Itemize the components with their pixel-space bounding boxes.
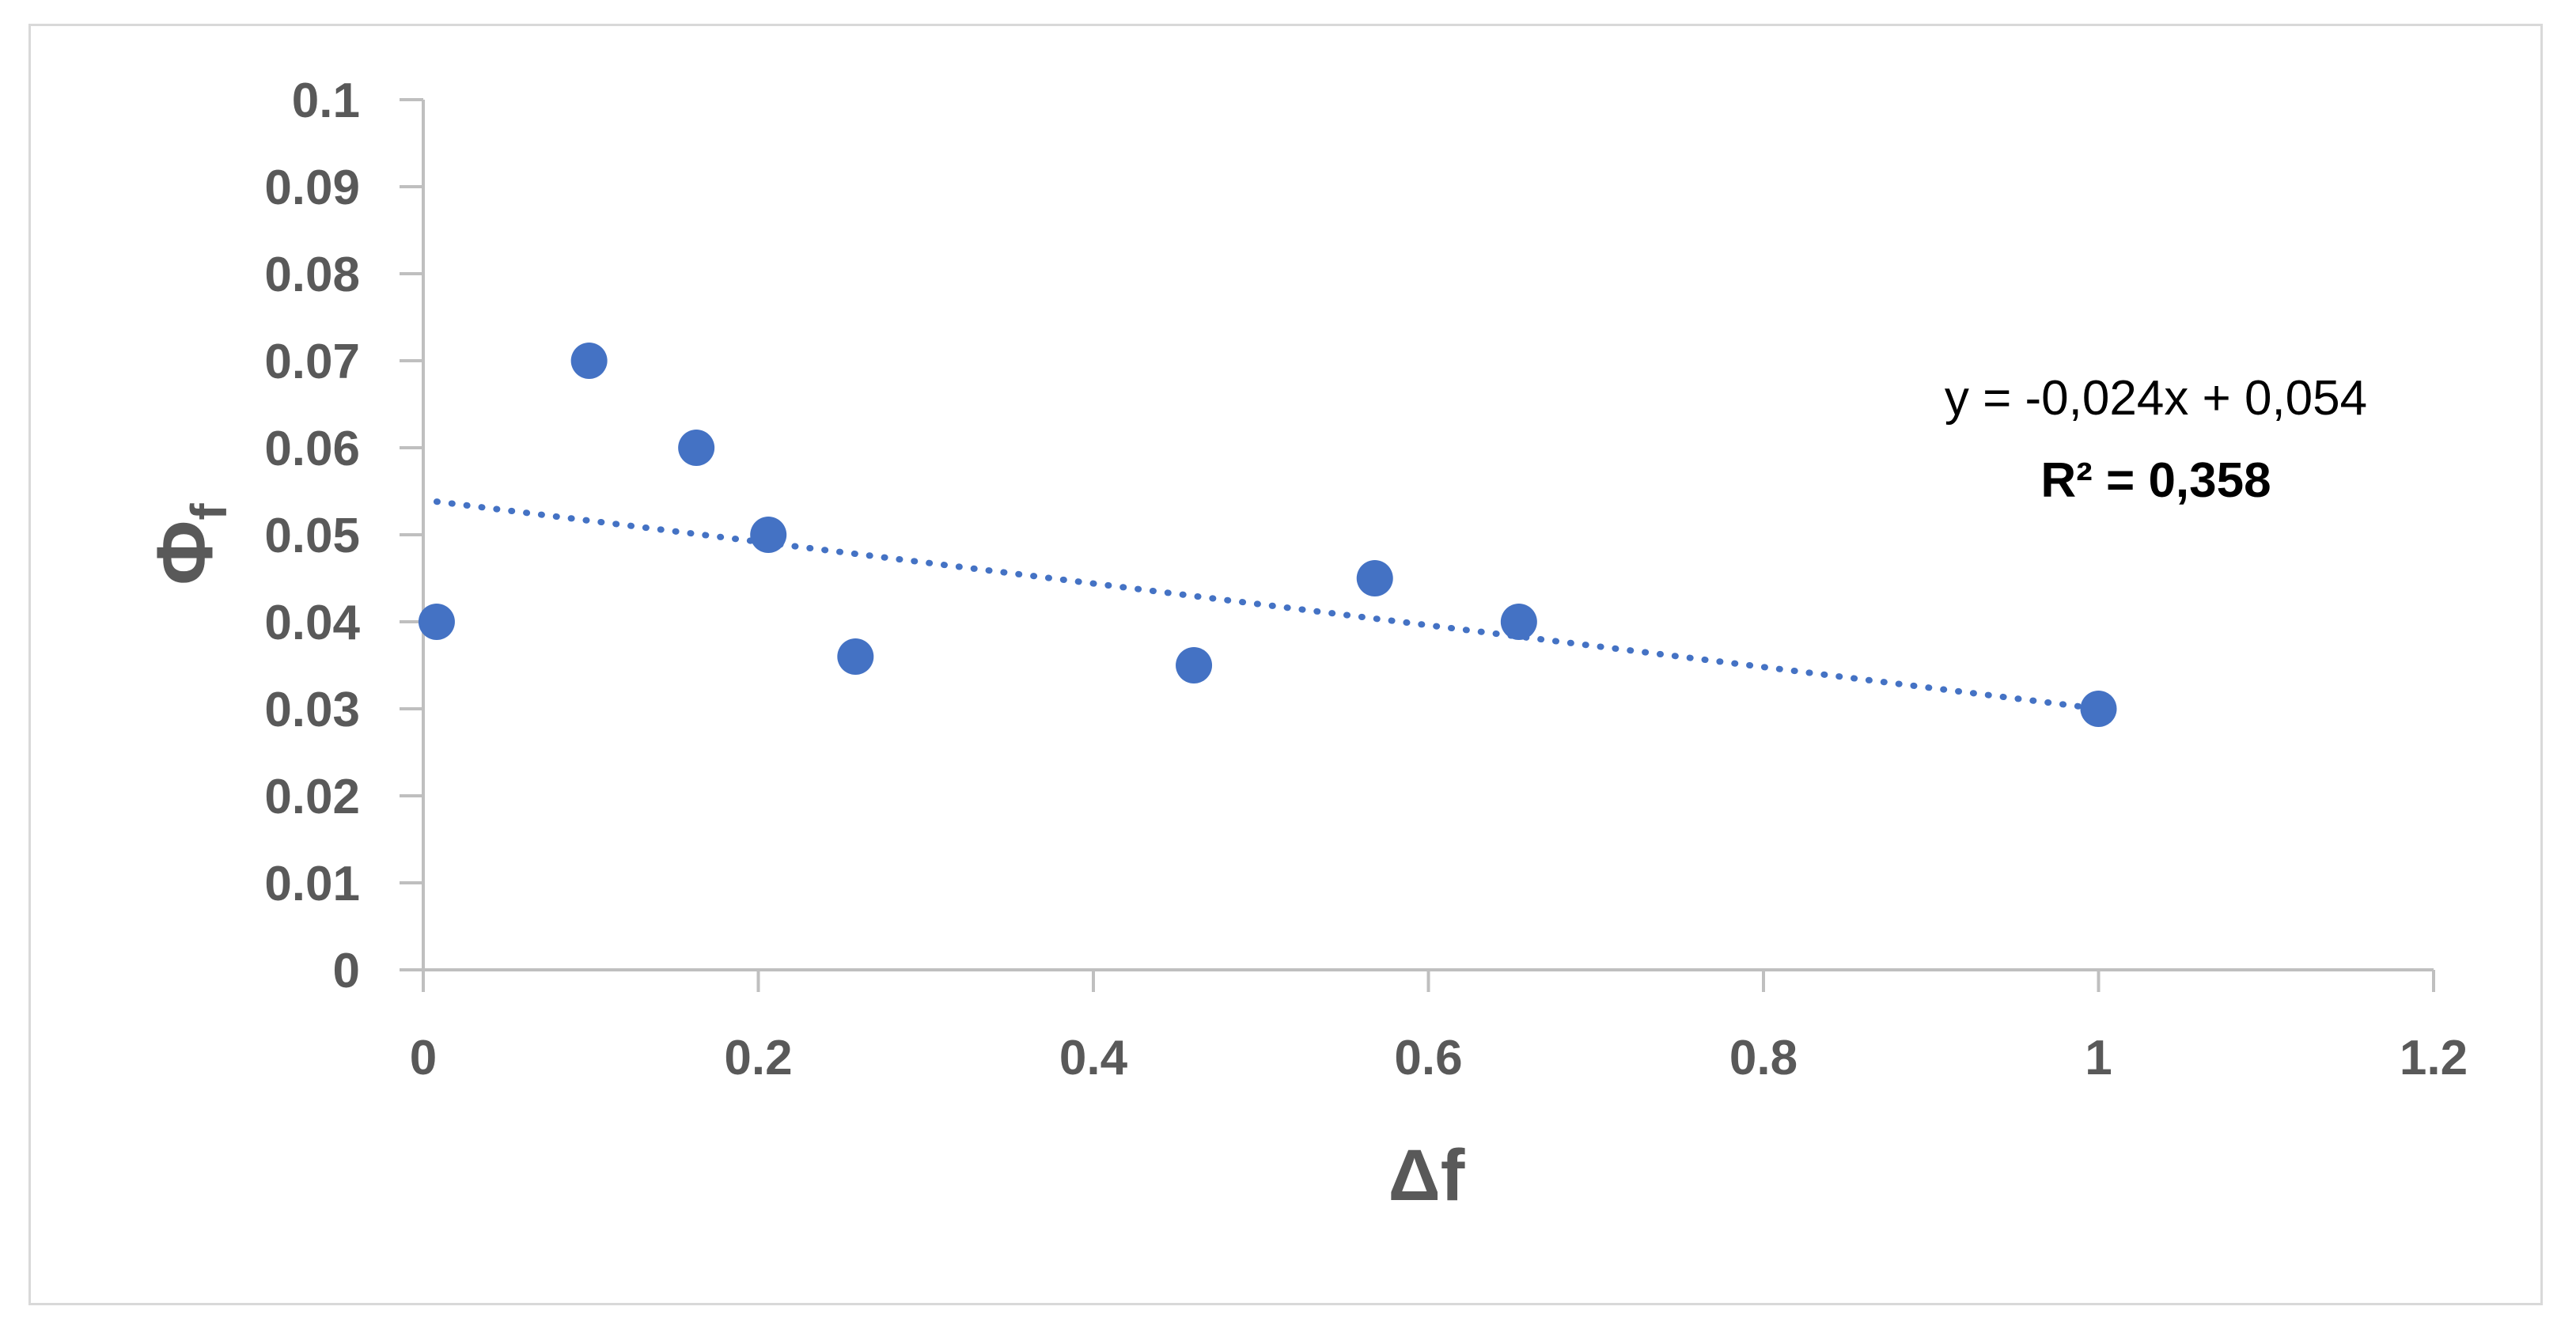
chart-frame [28, 24, 2543, 1305]
y-tick-label: 0.04 [264, 596, 360, 650]
y-tick-label: 0.1 [292, 74, 360, 128]
x-axis-title: Δf [1388, 1135, 1465, 1216]
axes [400, 98, 2435, 992]
trendline-equation: y = -0,024x + 0,054 [1945, 371, 2367, 426]
y-tick-label: 0.06 [264, 422, 360, 476]
x-tick-label: 0.2 [724, 1031, 792, 1085]
y-tick-label: 0.09 [264, 161, 360, 215]
x-tick-label: 0.8 [1729, 1031, 1798, 1085]
y-tick-label: 0.02 [264, 770, 360, 824]
data-point [570, 343, 608, 379]
y-axis-title: Φf [141, 503, 237, 585]
data-point [1356, 560, 1393, 596]
data-point [418, 604, 455, 640]
data-point [2080, 691, 2117, 727]
y-tick-label: 0.05 [264, 509, 360, 563]
trendline-path [433, 498, 2102, 712]
data-point [750, 517, 787, 553]
x-tick-label: 1.2 [2400, 1031, 2468, 1085]
y-tick-label: 0.03 [264, 683, 360, 737]
y-axis-title-subscript: f [180, 503, 237, 521]
tick-labels: 0 0.01 0.02 0.03 0.04 0.05 0.06 0.07 0.08 0.09 0.1… [264, 74, 2468, 1085]
x-tick-label: 0 [410, 1031, 437, 1085]
data-points [418, 343, 2117, 727]
data-point [1176, 647, 1213, 683]
svg-text:Φf: Φf [141, 503, 237, 585]
data-point [678, 430, 715, 466]
trendline [433, 498, 2102, 712]
y-tick-label: 0.08 [264, 248, 360, 302]
y-tick-label: 0.01 [264, 857, 360, 911]
x-tick-label: 1 [2085, 1031, 2112, 1085]
y-tick-label: 0.07 [264, 335, 360, 389]
data-point [1500, 604, 1537, 640]
x-tick-label: 0.4 [1059, 1031, 1128, 1085]
y-tick-label: 0 [333, 944, 360, 998]
y-axis-title-main: Φ [141, 521, 229, 585]
trendline-r-squared: R² = 0,358 [2040, 453, 2271, 508]
data-point [837, 638, 874, 675]
x-tick-label: 0.6 [1394, 1031, 1462, 1085]
